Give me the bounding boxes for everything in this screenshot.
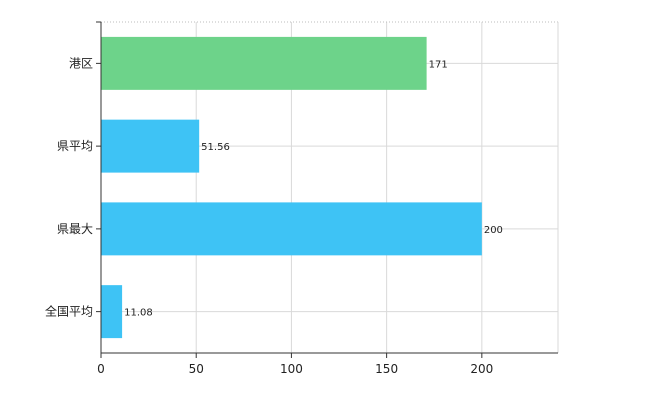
data-labels: 171 51.56 200 11.08 bbox=[124, 59, 503, 318]
y-tick-label: 全国平均 bbox=[45, 304, 93, 319]
y-tick-label: 県最大 bbox=[57, 222, 93, 236]
bar bbox=[101, 36, 427, 90]
bar bbox=[101, 119, 200, 173]
bar bbox=[101, 202, 482, 256]
x-tick-label: 200 bbox=[470, 362, 493, 376]
x-tick-label: 150 bbox=[375, 362, 398, 376]
x-tick-label: 50 bbox=[189, 362, 204, 376]
y-tick-label: 県平均 bbox=[57, 139, 93, 153]
data-label: 11.08 bbox=[124, 308, 153, 319]
data-label: 200 bbox=[484, 225, 503, 236]
y-tick-label: 港区 bbox=[69, 56, 93, 70]
x-tick-label: 0 bbox=[97, 362, 105, 376]
bars bbox=[101, 36, 482, 339]
data-label: 51.56 bbox=[201, 142, 230, 153]
x-tick-label: 100 bbox=[280, 362, 303, 376]
bar bbox=[101, 285, 123, 339]
data-label: 171 bbox=[429, 59, 448, 70]
